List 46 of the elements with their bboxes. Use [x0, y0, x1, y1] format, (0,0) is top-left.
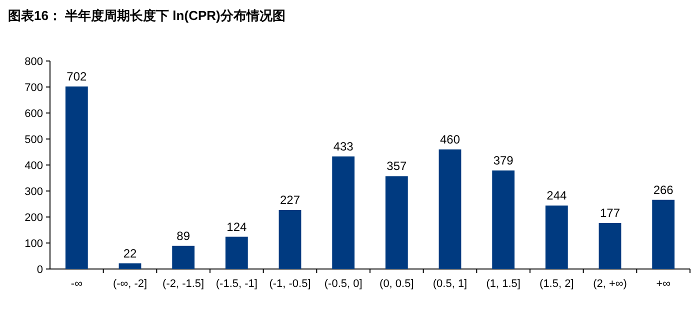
- bar: [598, 222, 622, 269]
- data-label: 460: [440, 132, 460, 146]
- bar: [172, 246, 195, 269]
- x-tick-label: (-∞, -2]: [112, 278, 148, 290]
- y-tick-label: 0: [36, 264, 43, 276]
- y-tick-label: 500: [24, 134, 43, 146]
- y-tick-label: 200: [24, 212, 43, 224]
- x-tick-label: (0, 0.5]: [380, 278, 414, 290]
- x-tick-label: (-1, -0.5]: [269, 278, 311, 290]
- y-tick-label: 700: [24, 82, 43, 94]
- x-tick-label: (2, +∞): [593, 278, 627, 290]
- x-tick-label: (-1.5, -1]: [216, 278, 258, 290]
- bar: [652, 200, 675, 269]
- bar: [492, 170, 515, 269]
- bar: [278, 210, 302, 269]
- data-label: 244: [546, 188, 567, 203]
- x-tick-label: -∞: [70, 278, 83, 290]
- data-label: 702: [66, 69, 87, 84]
- y-tick-label: 800: [24, 56, 43, 68]
- data-label: 177: [600, 206, 620, 220]
- x-tick-label: +∞: [656, 278, 671, 290]
- bar: [332, 156, 355, 269]
- chart-title: 图表16： 半年度周期长度下 ln(CPR)分布情况图: [8, 8, 286, 23]
- y-tick-label: 400: [24, 160, 43, 172]
- y-tick-label: 600: [24, 108, 43, 120]
- data-label: 379: [493, 153, 514, 168]
- y-tick-label: 300: [24, 186, 43, 198]
- x-tick-label: (-2, -1.5]: [162, 278, 204, 290]
- bar: [65, 86, 88, 269]
- x-tick-label: (1, 1.5]: [486, 278, 520, 290]
- data-label: 227: [280, 192, 300, 207]
- x-tick-label: (0.5, 1]: [432, 278, 468, 290]
- data-label: 357: [386, 159, 407, 174]
- data-label: 433: [333, 139, 354, 154]
- bar: [545, 206, 568, 269]
- y-tick-label: 100: [24, 238, 43, 250]
- bar: [438, 149, 462, 269]
- bar: [118, 263, 142, 269]
- bar: [385, 176, 408, 269]
- data-label: 124: [226, 220, 247, 234]
- data-label: 266: [653, 182, 674, 197]
- data-label: 22: [123, 246, 137, 260]
- x-tick-label: (-0.5, 0]: [324, 278, 362, 290]
- data-label: 89: [176, 228, 190, 243]
- x-tick-label: (1.5, 2]: [540, 278, 574, 290]
- bar: [225, 236, 248, 269]
